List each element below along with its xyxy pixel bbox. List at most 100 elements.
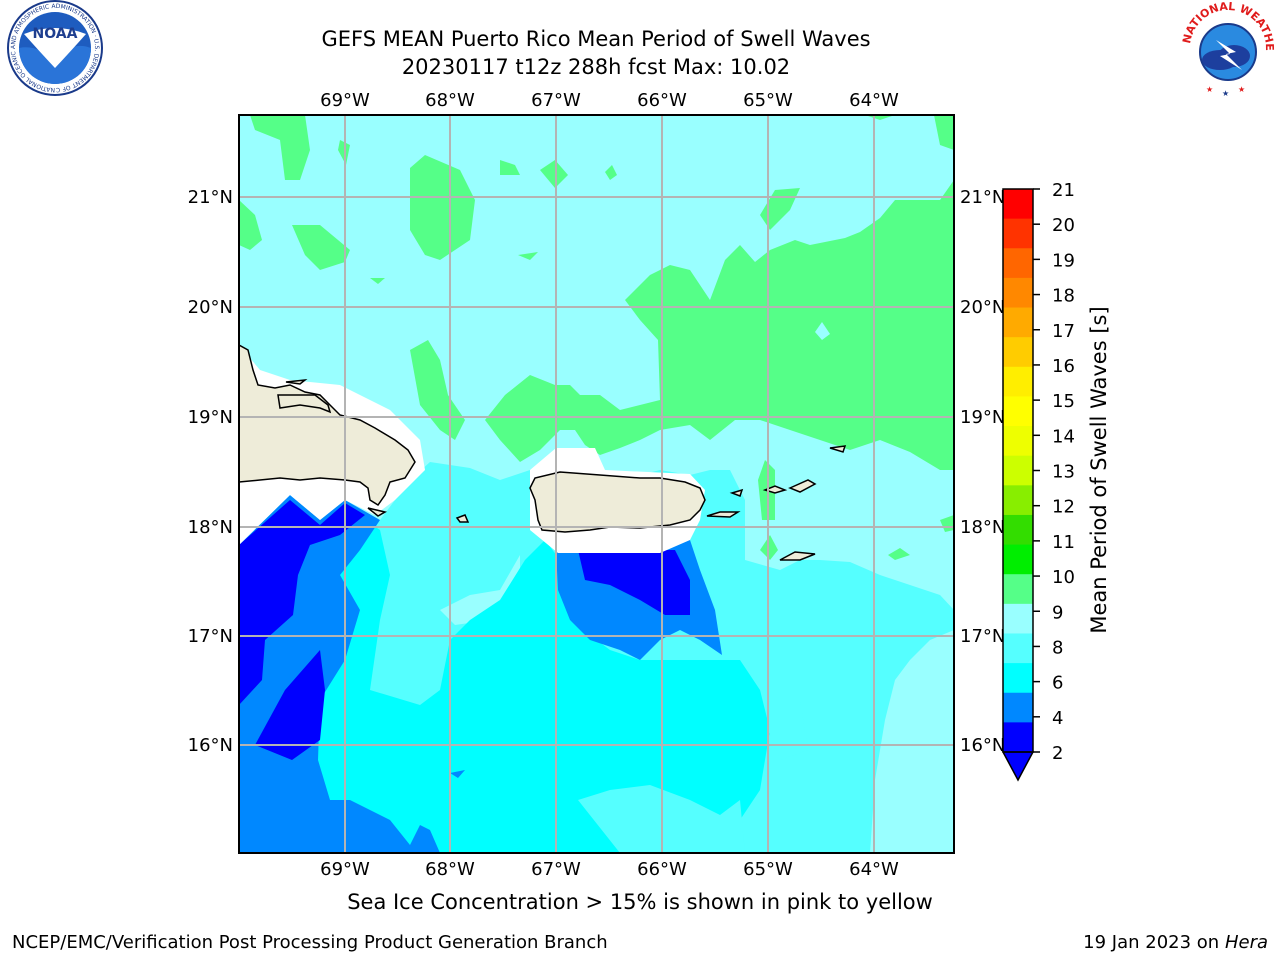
colorbar-extend-arrow [1001, 751, 1035, 782]
period-band-9-10-small-6 [370, 278, 385, 284]
bottom-lon-label: 67°W [531, 859, 581, 880]
right-lat-label: 16°N [960, 735, 1005, 756]
period-band-9-10-north-center [410, 155, 475, 260]
period-band-2-4-spot [450, 770, 465, 778]
virgin-islands-land [762, 485, 788, 494]
colorbar-tick-label: 2 [1052, 743, 1063, 764]
right-lat-label: 17°N [960, 626, 1005, 647]
samana-bay-land [277, 394, 332, 414]
colorbar-tick-label: 19 [1052, 250, 1075, 271]
period-band-9-10-west-edge [239, 200, 262, 250]
colorbar-cell [1003, 218, 1033, 249]
colorbar-tick-label: 8 [1052, 637, 1063, 658]
colorbar-tick-label: 12 [1052, 497, 1075, 518]
bottom-lon-label: 65°W [743, 859, 793, 880]
period-band-below-2-west [239, 500, 365, 705]
tortuga-land [285, 378, 308, 385]
period-band-4-6 [239, 520, 770, 853]
colorbar-cell [1003, 633, 1033, 664]
period-band-9-10-mid [410, 340, 465, 440]
colorbar-tick-label: 10 [1052, 567, 1075, 588]
nws-logo: NATIONAL WEATHER SERVICE ★ ★ ★ [1176, 0, 1276, 98]
left-lat-label: 17°N [188, 626, 233, 647]
colorbar-tick-label: 14 [1052, 426, 1075, 447]
colorbar-tick-label: 9 [1052, 602, 1063, 623]
footer-date-text: 19 Jan 2023 on [1083, 932, 1225, 953]
colorbar-tick-label: 17 [1052, 321, 1075, 342]
colorbar-cell [1003, 366, 1033, 397]
colorbar-label: Mean Period of Swell Waves [s] [1087, 306, 1111, 633]
left-lat-label: 19°N [188, 407, 233, 428]
period-band-8-9-hole-northeast [815, 322, 830, 340]
colorbar-tick-label: 11 [1052, 532, 1075, 553]
colorbar-cell [1003, 485, 1033, 516]
svg-text:★: ★ [1206, 85, 1213, 94]
colorbar-tick-label: 13 [1052, 462, 1075, 483]
top-lon-label: 66°W [637, 90, 687, 111]
colorbar-cell [1003, 574, 1033, 605]
colorbar: 21 20 19 18 17 16 15 14 13 12 11 10 9 8 6 4 2 Mean Perio… [1001, 180, 1111, 782]
footer-credit: NCEP/EMC/Verification Post Processing Pr… [12, 932, 608, 953]
bottom-lon-label: 64°W [849, 859, 899, 880]
colorbar-cell [1003, 396, 1033, 427]
noaa-text: NOAA [33, 26, 78, 42]
colorbar-tick-label: 15 [1052, 391, 1075, 412]
period-band-8-9-east-strip [785, 490, 815, 530]
colorbar-tick-label: 20 [1052, 215, 1075, 236]
colorbar-cell [1003, 337, 1033, 368]
bottom-lon-label: 69°W [320, 859, 370, 880]
tortola-land [788, 479, 817, 493]
period-band-9-10-small-3 [540, 160, 568, 188]
colorbar-cell [1003, 189, 1033, 220]
top-lon-label: 67°W [531, 90, 581, 111]
colorbar-tick-label: 21 [1052, 180, 1075, 201]
left-lat-label: 18°N [188, 517, 233, 538]
svg-text:★: ★ [1222, 89, 1229, 98]
graticule [239, 115, 954, 853]
right-lat-label: 20°N [960, 297, 1005, 318]
colorbar-cell [1003, 248, 1033, 279]
anegada-land [829, 445, 847, 453]
left-lat-label: 16°N [188, 735, 233, 756]
right-lat-label: 19°N [960, 407, 1005, 428]
left-lat-label: 21°N [188, 187, 233, 208]
vieques-land [706, 511, 741, 518]
bottom-lon-label: 68°W [425, 859, 475, 880]
map-frame [238, 114, 955, 854]
colorbar-cell [1003, 663, 1033, 694]
top-lon-label: 68°W [425, 90, 475, 111]
period-band-9-10-east-small [888, 548, 910, 560]
period-band-9-10-northeast [485, 180, 954, 470]
footer-host: Hera [1224, 932, 1268, 953]
period-band-9-10-small-7 [518, 252, 538, 260]
period-band-9-10-small-2 [500, 160, 520, 175]
left-lat-label: 20°N [188, 297, 233, 318]
footer-date: 19 Jan 2023 on Hera [1083, 932, 1268, 953]
chart-title: GEFS MEAN Puerto Rico Mean Period of Swe… [321, 27, 871, 51]
noaa-logo: NATIONAL OCEANIC AND ATMOSPHERIC ADMINIS… [0, 0, 103, 96]
right-lat-label: 18°N [960, 517, 1005, 538]
colorbar-tick-label: 18 [1052, 286, 1075, 307]
beata-land [367, 507, 388, 517]
colorbar-cell [1003, 455, 1033, 486]
colorbar-cell [1003, 544, 1033, 575]
period-band-8-9-south-east [870, 630, 954, 853]
colorbar-tick-label: 4 [1052, 708, 1063, 729]
svg-text:★: ★ [1238, 85, 1245, 94]
period-band-9-10-north-top [865, 115, 895, 120]
top-lon-label: 65°W [743, 90, 793, 111]
sea-ice-note: Sea Ice Concentration > 15% is shown in … [347, 890, 933, 914]
period-band-below-2-south-west [255, 650, 325, 760]
colorbar-cell [1003, 307, 1033, 338]
colorbar-cell [1003, 603, 1033, 634]
mona-island-land [455, 514, 470, 523]
period-band-9-10-small-5 [760, 188, 800, 230]
period-band-9-10-north-left [250, 115, 310, 180]
top-lon-label: 69°W [320, 90, 370, 111]
st-croix-land [779, 551, 816, 561]
colorbar-cell [1003, 722, 1033, 753]
colorbar-tick-label: 6 [1052, 673, 1063, 694]
period-band-9-10-small-4 [605, 165, 617, 180]
colorbar-cell [1003, 277, 1033, 309]
